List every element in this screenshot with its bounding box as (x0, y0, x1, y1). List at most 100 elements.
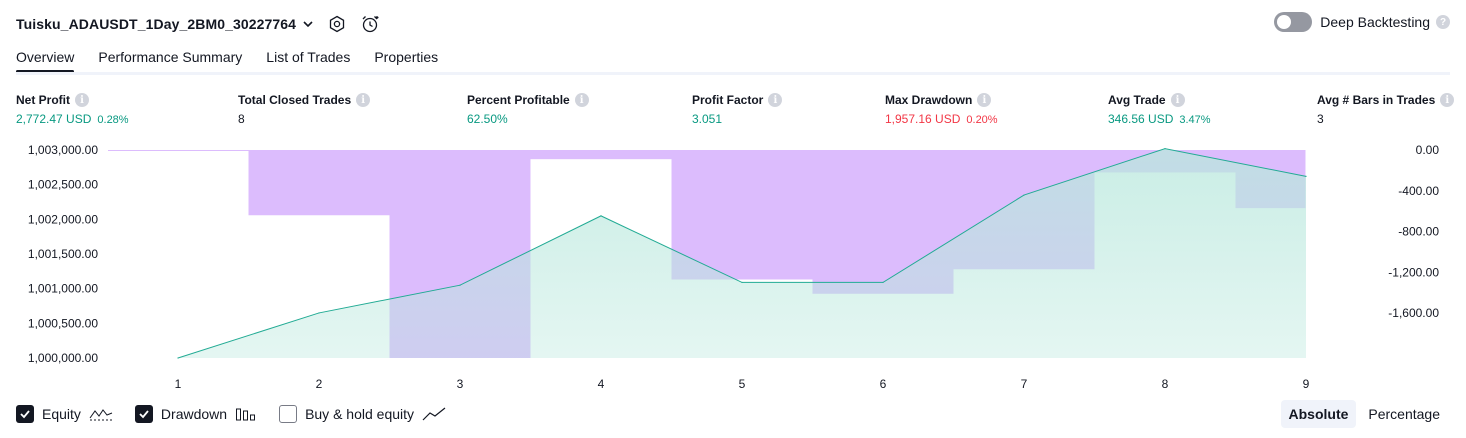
legend-buy-hold-label: Buy & hold equity (305, 406, 415, 422)
left-axis-tick: 1,002,500.00 (28, 178, 98, 192)
tab-performance-summary[interactable]: Performance Summary (98, 49, 243, 65)
strategy-name: Tuisku_ADAUSDT_1Day_2BM0_30227764 (16, 16, 297, 32)
settings-icon[interactable] (328, 15, 346, 33)
metric-avg-bars: Avg # Bars in Trades i 3 (1317, 93, 1455, 126)
legend-equity[interactable]: Equity (16, 405, 113, 423)
report-header: Tuisku_ADAUSDT_1Day_2BM0_30227764 Deep B… (16, 12, 1450, 36)
x-axis-tick: 8 (1162, 377, 1169, 391)
buy-hold-line-icon (422, 406, 446, 422)
metric-percent-profitable: Percent Profitable i 62.50% (467, 93, 589, 126)
deep-backtesting-toggle[interactable] (1274, 12, 1313, 32)
info-icon[interactable]: i (977, 93, 992, 107)
checkbox-buy-hold[interactable] (279, 405, 298, 423)
info-icon[interactable]: i (356, 93, 371, 107)
metric-percent: 0.28% (97, 114, 129, 126)
right-axis-tick: -1,600.00 (1388, 306, 1439, 320)
equity-point (318, 312, 320, 314)
checkbox-equity[interactable] (16, 405, 34, 423)
help-icon[interactable]: ? (1436, 15, 1450, 29)
drawdown-bar (530, 150, 672, 160)
equity-drawdown-chart[interactable]: 1,003,000.00 1,002,500.00 1,002,000.00 1,00… (0, 140, 1466, 400)
deep-backtesting: Deep Backtesting ? (1274, 12, 1450, 32)
metric-label: Profit Factor (692, 93, 764, 107)
right-axis-tick: -400.00 (1398, 184, 1439, 198)
left-axis-tick: 1,001,500.00 (28, 247, 98, 261)
info-icon[interactable]: i (75, 93, 89, 107)
info-icon[interactable]: i (1440, 93, 1455, 107)
x-axis-tick: 5 (739, 377, 746, 391)
equity-point (600, 215, 602, 217)
left-axis-tick: 1,000,500.00 (28, 316, 98, 330)
x-axis-tick: 7 (1021, 377, 1028, 391)
equity-point (459, 284, 461, 286)
legend-drawdown[interactable]: Drawdown (134, 405, 257, 423)
metric-value: 346.56 USD (1108, 112, 1174, 126)
strategy-selector[interactable]: Tuisku_ADAUSDT_1Day_2BM0_30227764 (16, 16, 314, 32)
metric-percent: 3.47% (1179, 114, 1211, 126)
x-axis-tick: 4 (598, 377, 605, 391)
left-axis-tick: 1,003,000.00 (28, 143, 98, 157)
metric-label: Percent Profitable (467, 93, 570, 107)
equity-point (741, 281, 743, 284)
metric-profit-factor: Profit Factor i 3.051 (692, 93, 783, 126)
equity-point (1305, 175, 1307, 177)
equity-point (1164, 148, 1166, 150)
info-icon[interactable]: i (1170, 93, 1185, 107)
metric-label: Avg # Bars in Trades (1317, 93, 1436, 107)
metric-label: Avg Trade (1108, 93, 1166, 107)
equity-point (882, 281, 884, 284)
metric-value: 62.50% (467, 112, 508, 126)
metric-value: 3.051 (692, 112, 723, 126)
right-axis-tick: 0.00 (1416, 143, 1440, 157)
metric-value: 1,957.16 USD (885, 112, 961, 126)
chart-legend: Equity Drawdown Buy & hold equity (16, 402, 468, 426)
drawdown-bar (108, 150, 249, 151)
drawdown-bar (671, 150, 813, 280)
mode-absolute-button[interactable]: Absolute (1280, 400, 1357, 428)
checkbox-drawdown[interactable] (134, 405, 153, 423)
tab-properties[interactable]: Properties (374, 49, 439, 65)
x-axis-tick: 9 (1303, 377, 1310, 391)
metric-percent: 0.20% (966, 114, 998, 126)
legend-equity-label: Equity (42, 406, 81, 422)
metric-net-profit: Net Profit i 2,772.47 USD 0.28% (16, 93, 129, 126)
x-axis-tick: 3 (457, 377, 464, 391)
x-axis-tick: 2 (316, 377, 323, 391)
metric-value: 8 (238, 112, 245, 126)
right-axis: 0.00 -400.00 -800.00 -1,200.00 -1,600.00 (1388, 143, 1439, 320)
left-axis-tick: 1,000,000.00 (28, 351, 98, 365)
left-axis-tick: 1,002,000.00 (28, 212, 98, 226)
left-axis-tick: 1,001,000.00 (28, 282, 98, 296)
alarm-clock-icon[interactable] (360, 14, 380, 34)
info-icon[interactable]: i (768, 93, 783, 107)
mode-percentage-button[interactable]: Percentage (1368, 406, 1440, 422)
tab-overview[interactable]: Overview (16, 46, 75, 76)
display-mode-switch: Absolute Percentage (1277, 400, 1449, 428)
x-axis-tick: 6 (880, 377, 887, 391)
report-tabs: Overview Performance Summary List of Tra… (16, 46, 462, 76)
metric-label: Total Closed Trades (238, 93, 352, 107)
metric-avg-trade: Avg Trade i 346.56 USD 3.47% (1108, 93, 1211, 126)
x-axis-tick: 1 (175, 377, 182, 391)
toggle-knob (1277, 15, 1292, 29)
legend-drawdown-label: Drawdown (160, 406, 228, 422)
equity-line-icon (89, 406, 113, 422)
metric-label: Net Profit (16, 93, 70, 107)
legend-buy-hold[interactable]: Buy & hold equity (279, 405, 446, 423)
tab-list-of-trades[interactable]: List of Trades (266, 49, 351, 65)
metric-value: 2,772.47 USD (16, 112, 92, 126)
chevron-down-icon (302, 18, 314, 30)
metric-total-closed-trades: Total Closed Trades i 8 (238, 93, 371, 126)
drawdown-bars-icon (235, 406, 257, 422)
metric-value: 3 (1317, 112, 1324, 126)
deep-backtesting-label: Deep Backtesting (1320, 14, 1430, 30)
right-axis-tick: -1,200.00 (1388, 265, 1439, 279)
equity-area (178, 148, 1306, 358)
info-icon[interactable]: i (574, 93, 589, 107)
metric-max-drawdown: Max Drawdown i 1,957.16 USD 0.20% (885, 93, 998, 126)
equity-points (177, 148, 1307, 359)
metric-label: Max Drawdown (885, 93, 973, 107)
x-axis: 1 2 3 4 5 6 7 8 9 (175, 377, 1310, 391)
left-axis: 1,003,000.00 1,002,500.00 1,002,000.00 1,00… (28, 143, 98, 365)
drawdown-bar (248, 150, 390, 216)
